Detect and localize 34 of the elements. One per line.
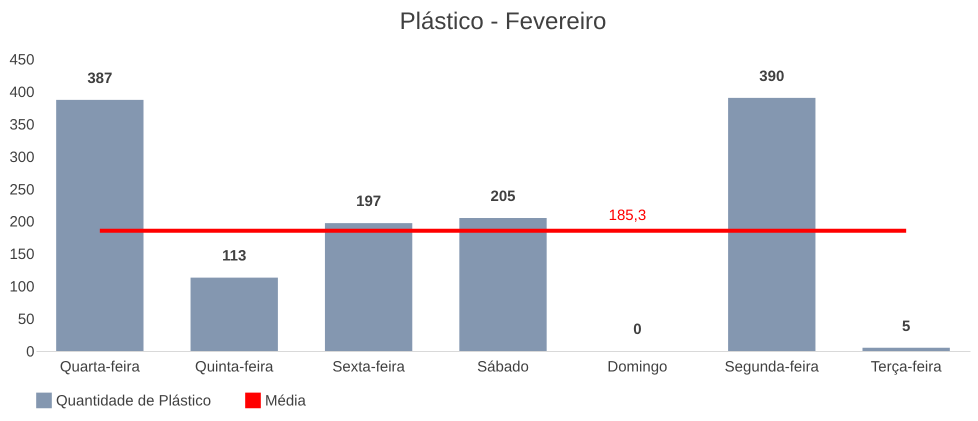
bar (190, 278, 278, 351)
data-label: 5 (902, 318, 910, 335)
bar (56, 100, 144, 351)
x-tick-label: Sexta-feira (332, 358, 406, 376)
data-label: 113 (222, 248, 246, 265)
x-tick-label: Terça-feira (870, 358, 942, 376)
y-tick-label: 350 (9, 116, 34, 134)
x-tick-label: Segunda-feira (724, 358, 820, 376)
y-tick-label: 200 (9, 214, 34, 231)
y-tick-label: 150 (9, 246, 34, 264)
x-tick-label: Quarta-feira (60, 358, 140, 376)
legend-label: Média (265, 392, 307, 410)
y-tick-label: 100 (9, 278, 34, 296)
bar (459, 218, 547, 351)
bar (728, 98, 816, 351)
bar (324, 223, 412, 351)
y-tick-label: 400 (9, 84, 34, 101)
y-tick-label: 50 (18, 311, 34, 328)
data-label: 387 (87, 70, 112, 87)
y-tick-label: 250 (9, 181, 34, 198)
y-tick-label: 450 (9, 52, 34, 68)
data-label: 197 (356, 193, 382, 210)
data-label: 0 (633, 321, 642, 338)
bar (862, 348, 950, 351)
x-tick-label: Sábado (477, 358, 529, 376)
legend-label: Quantidade de Plástico (56, 392, 212, 410)
data-label: 205 (490, 188, 516, 205)
y-tick-label: 300 (9, 148, 34, 166)
data-label: 390 (759, 68, 784, 85)
y-tick-label: 0 (26, 344, 34, 360)
x-tick-label: Domingo (607, 358, 668, 376)
data-label: 185,3 (608, 206, 646, 224)
chart-title: Plástico - Fevereiro (400, 8, 606, 35)
x-tick-label: Quinta-feira (195, 358, 274, 376)
